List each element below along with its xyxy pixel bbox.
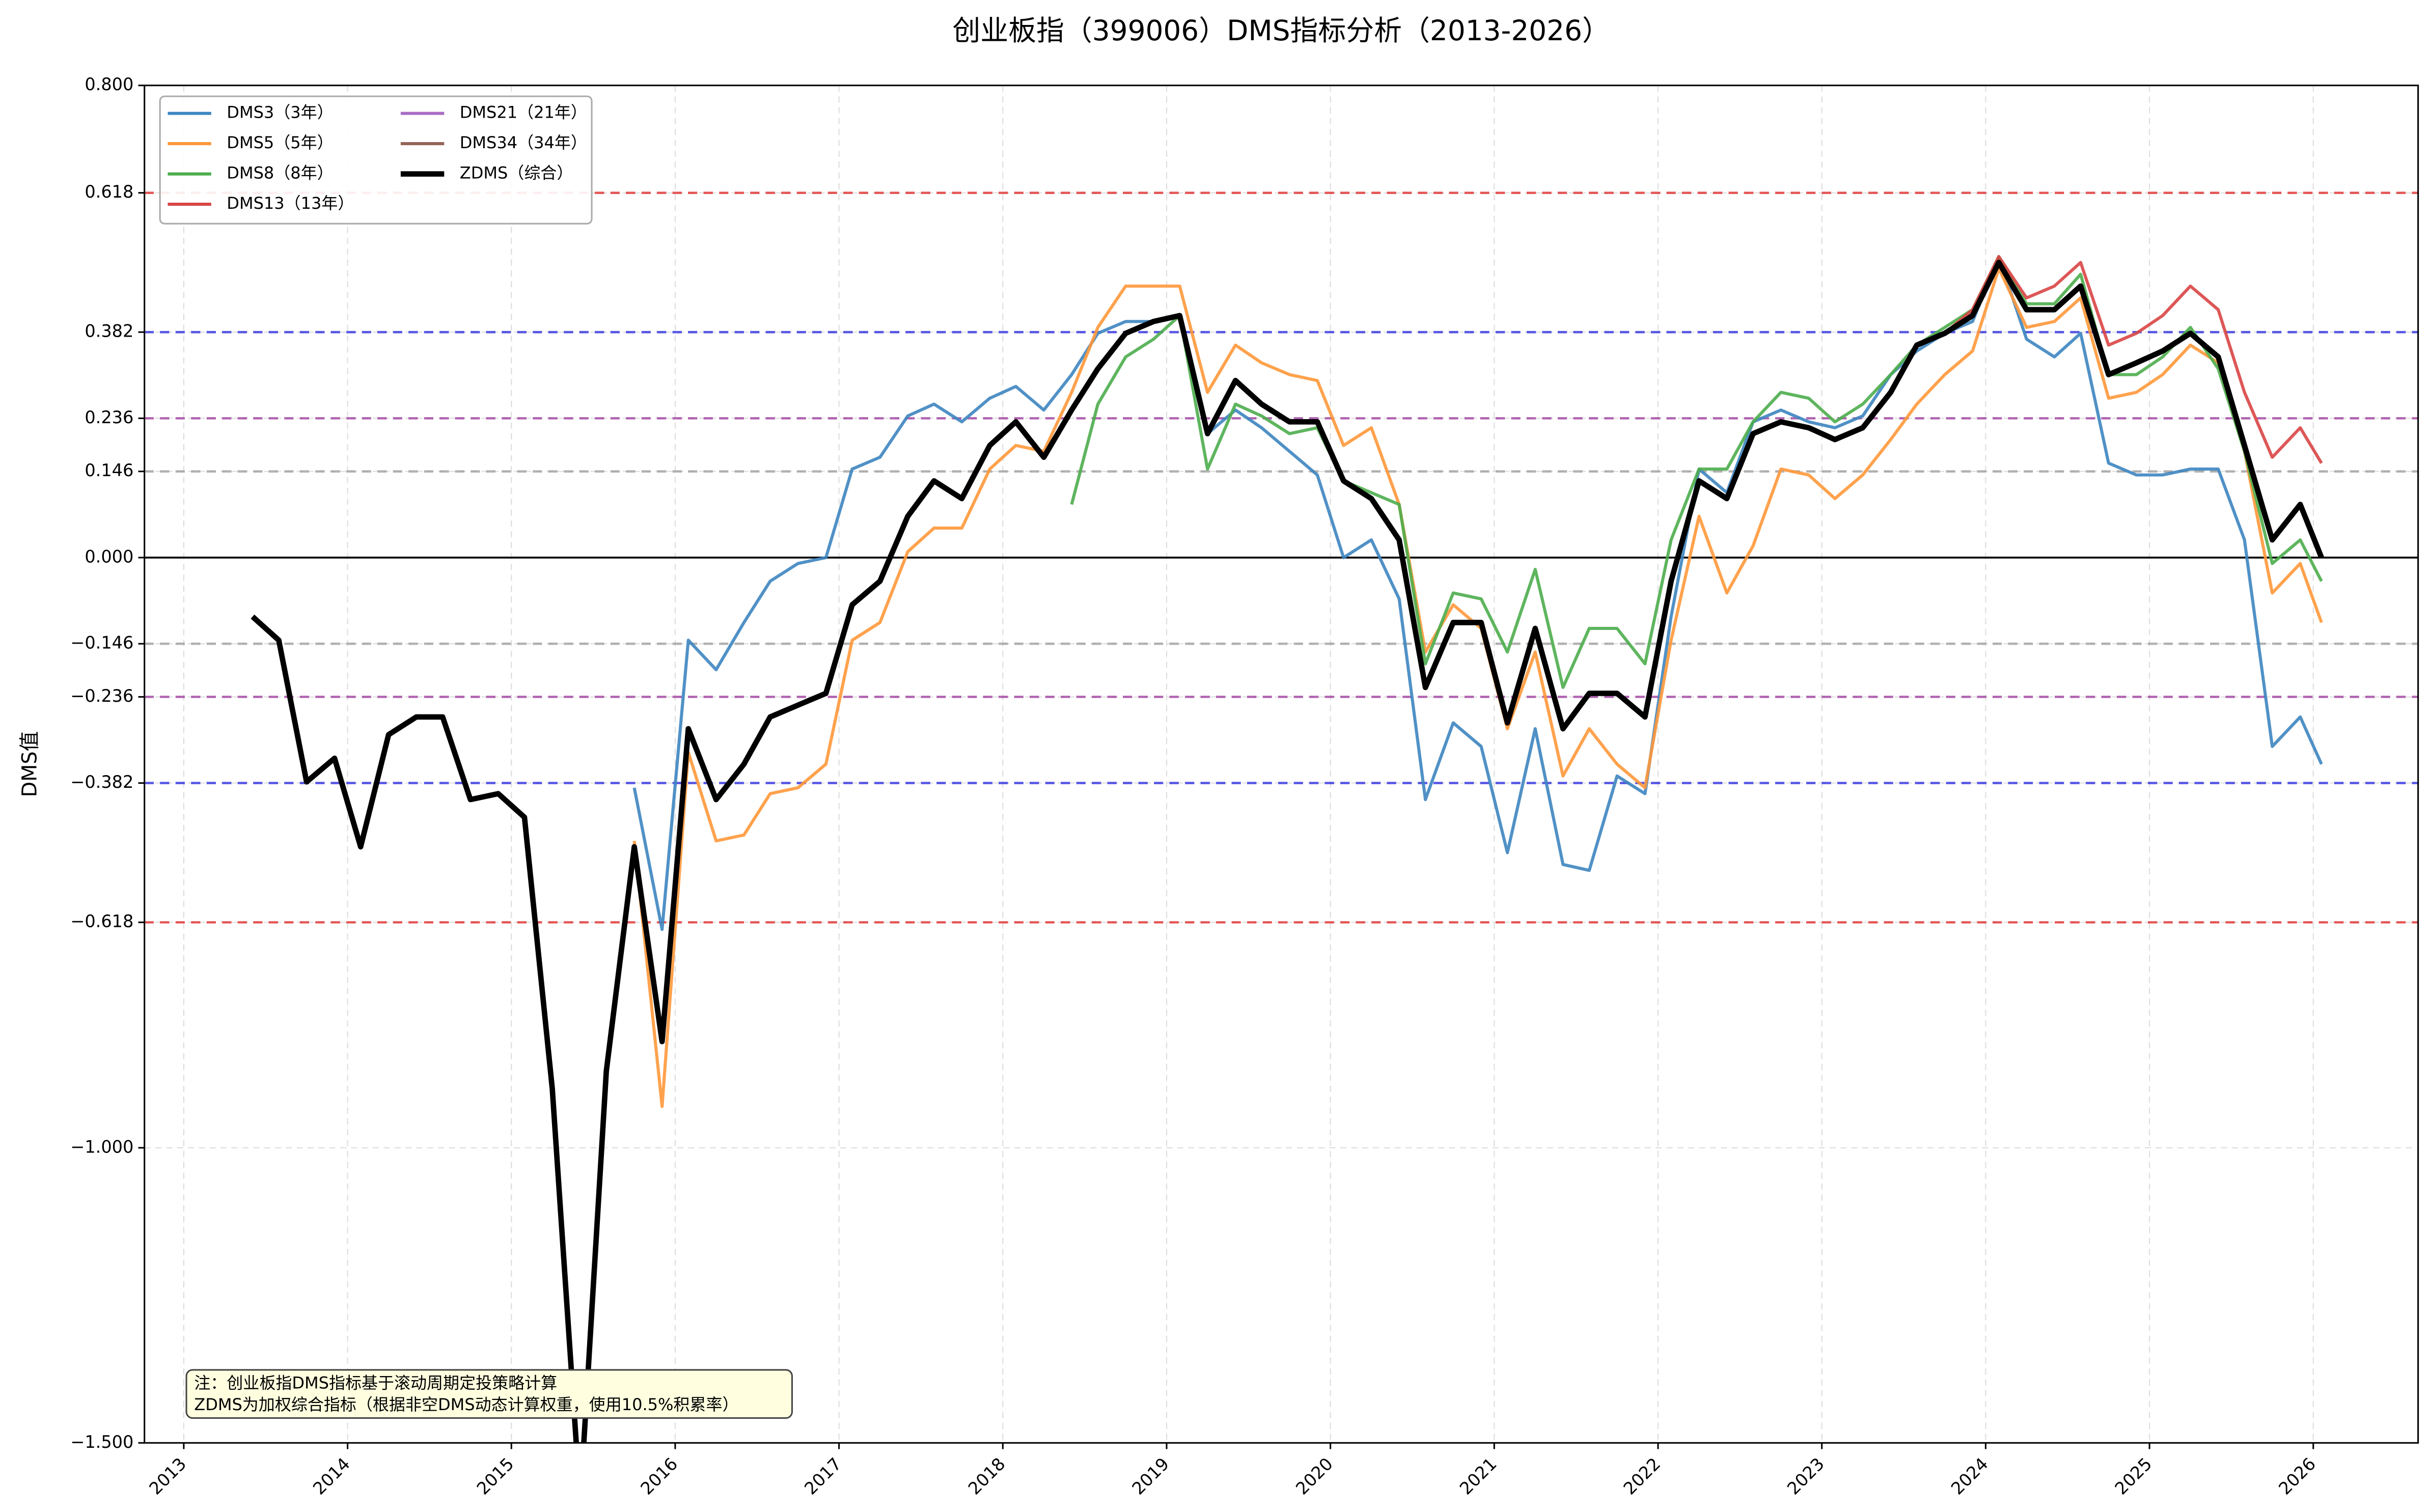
y-tick-label: −1.000 bbox=[70, 1137, 133, 1157]
legend-label: DMS13（13年） bbox=[227, 194, 354, 213]
series-line bbox=[1944, 255, 2323, 464]
legend-label: DMS3（3年） bbox=[227, 103, 333, 122]
series-lines bbox=[251, 255, 2324, 1443]
y-tick-label: 0.146 bbox=[85, 460, 133, 480]
y-tick-label: 0.618 bbox=[85, 182, 133, 202]
y-tick-label: 0.000 bbox=[85, 546, 133, 566]
y-axis-label: DMS值 bbox=[18, 731, 42, 797]
y-tick-label: −1.500 bbox=[70, 1432, 133, 1452]
y-tick-label: 0.382 bbox=[85, 321, 133, 341]
plot-frame bbox=[144, 85, 2419, 1444]
legend-label: DMS5（5年） bbox=[227, 133, 333, 152]
legend-label: DMS34（34年） bbox=[460, 133, 587, 152]
y-tick-label: −0.146 bbox=[70, 633, 133, 653]
annotation-line: ZDMS为加权综合指标（根据非空DMS动态计算权重，使用10.5%积累率） bbox=[194, 1395, 738, 1414]
series-line bbox=[632, 255, 2323, 931]
legend-box bbox=[159, 95, 593, 225]
legend-label: DMS8（8年） bbox=[227, 163, 333, 183]
series-line bbox=[251, 260, 2324, 1443]
legend-label: DMS21（21年） bbox=[460, 103, 587, 122]
annotation: 注：创业板指DMS指标基于滚动周期定投策略计算 ZDMS为加权综合指标（根据非空… bbox=[185, 1369, 793, 1419]
y-tick-label: −0.236 bbox=[70, 686, 133, 706]
annotation-line: 注：创业板指DMS指标基于滚动周期定投策略计算 bbox=[194, 1373, 557, 1392]
series-line bbox=[1070, 255, 2323, 689]
annotation-box bbox=[185, 1369, 793, 1419]
y-tick-label: 0.800 bbox=[85, 74, 133, 94]
y-tick-label: −0.382 bbox=[70, 772, 133, 792]
legend: DMS3（3年） DMS5（5年） DMS8（8年） DMS13（13年） DMS21（… bbox=[159, 95, 593, 225]
y-tick-label: 0.236 bbox=[85, 407, 133, 427]
chart-title: 创业板指（399006）DMS指标分析（2013-2026） bbox=[952, 14, 1610, 47]
y-tick-label: −0.618 bbox=[70, 912, 133, 931]
legend-label: ZDMS（综合） bbox=[460, 163, 573, 183]
